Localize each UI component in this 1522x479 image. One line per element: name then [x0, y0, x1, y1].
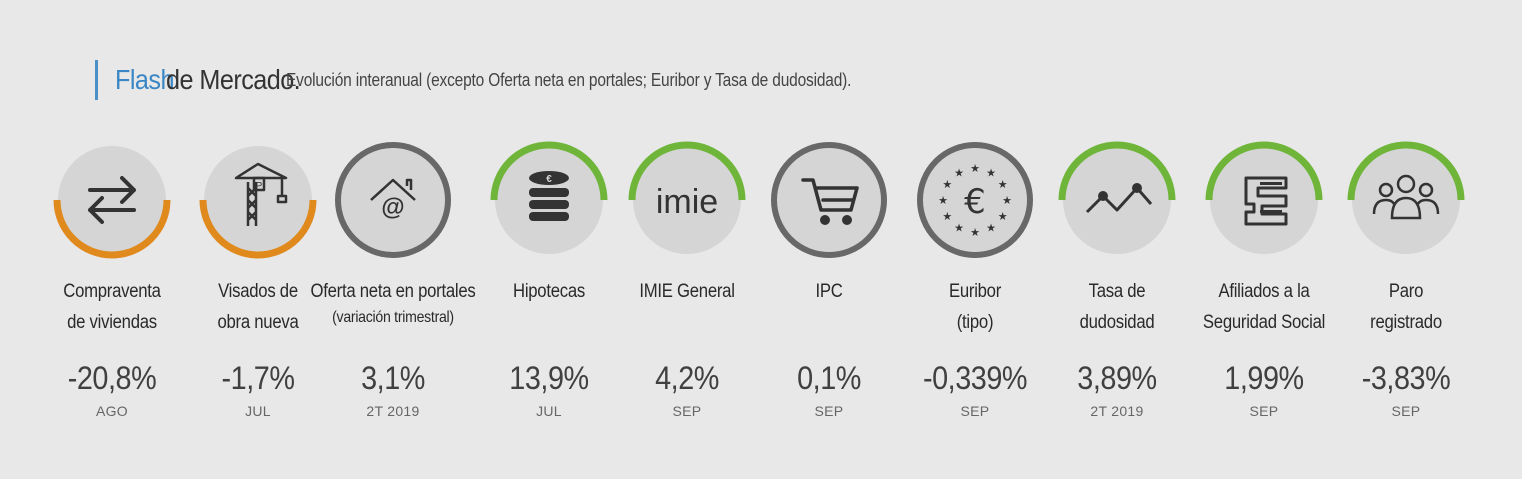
indicator-value: -0,339% [922, 360, 1028, 396]
svg-text:★: ★ [954, 166, 964, 179]
svg-text:imie: imie [656, 183, 718, 221]
indicator-label: Euribor (tipo) [870, 276, 1080, 338]
indicator-value: 3,89% [1077, 360, 1157, 396]
indicator-value: -20,8% [67, 360, 157, 396]
label-line: Euribor [948, 281, 1002, 302]
indicator-label: Compraventa de viviendas [7, 276, 217, 338]
indicator-value: 4,2% [655, 360, 719, 396]
indicator-period: SEP [1391, 403, 1421, 419]
label-line: Compraventa [63, 281, 161, 302]
indicator-value: 13,9% [509, 360, 589, 396]
indicator-label: Afiliados a la Seguridad Social [1159, 276, 1369, 338]
svg-text:★: ★ [986, 222, 996, 235]
indicator-label: Visados de obra nueva [153, 276, 363, 338]
svg-text:★: ★ [970, 162, 980, 175]
label-line: dudosidad [1079, 312, 1155, 333]
indicator-euribor: ★ ★ ★ ★ ★ ★ ★ ★ ★ ★ ★ ★ € Euribor (tipo) -0,339% SEP [895, 0, 1055, 479]
transfer-arrows-icon [50, 138, 174, 262]
coin-stack-icon: € [487, 138, 611, 262]
svg-text:€: € [546, 174, 552, 185]
label-line: de viviendas [67, 312, 157, 333]
label-line: Visados de [218, 281, 298, 302]
label-line: IPC [815, 281, 843, 302]
indicator-value: -3,83% [1361, 360, 1451, 396]
svg-text:★: ★ [942, 210, 952, 223]
title-accent-bar [95, 60, 98, 100]
svg-text:P: P [256, 181, 263, 192]
label-line: obra nueva [217, 312, 299, 333]
svg-text:★: ★ [998, 210, 1008, 223]
indicator-period: AGO [95, 403, 129, 419]
indicator-period: SEP [814, 403, 844, 419]
label-line: Hipotecas [513, 281, 585, 302]
svg-text:★: ★ [986, 166, 996, 179]
svg-text:★: ★ [938, 194, 948, 207]
label-subline: (variación trimestral) [332, 309, 454, 326]
svg-text:★: ★ [1002, 194, 1012, 207]
crane-icon: P [196, 138, 320, 262]
svg-text:★: ★ [970, 226, 980, 239]
indicator-value: -1,7% [221, 360, 295, 396]
indicator-value: 1,99% [1224, 360, 1304, 396]
label-line: IMIE General [639, 281, 735, 302]
indicator-visados: P Visados de obra nueva -1,7% JUL [178, 0, 338, 479]
indicator-period: JUL [536, 403, 562, 419]
label-line: Paro [1388, 281, 1424, 302]
svg-text:★: ★ [998, 178, 1008, 191]
label-line: (tipo) [956, 312, 994, 333]
indicator-period: SEP [672, 403, 702, 419]
indicator-value: 3,1% [361, 360, 425, 396]
title-flash: Flash [115, 64, 174, 95]
label-line: Oferta neta en portales [310, 281, 476, 302]
indicator-period: 2T 2019 [1090, 403, 1144, 419]
label-line: Tasa de [1088, 281, 1146, 302]
indicator-label: IPC [724, 276, 934, 307]
shopping-cart-icon [767, 138, 891, 262]
svg-text:€: € [964, 182, 986, 222]
zigzag-chart-icon [1055, 138, 1179, 262]
euro-stars-icon: ★ ★ ★ ★ ★ ★ ★ ★ ★ ★ ★ ★ € [913, 138, 1037, 262]
indicator-period: SEP [1249, 403, 1279, 419]
page-subtitle: Evolución interanual (excepto Oferta net… [285, 69, 851, 90]
indicator-label: Paro registrado [1301, 276, 1511, 338]
svg-text:★: ★ [954, 222, 964, 235]
imie-logo-icon: imie [625, 138, 749, 262]
indicator-oferta: @ Oferta neta en portales (variación trime… [311, 0, 476, 479]
label-line: Afiliados a la [1218, 281, 1310, 302]
svg-text:★: ★ [942, 178, 952, 191]
indicator-label: Tasa de dudosidad [1012, 276, 1222, 338]
svg-text:@: @ [381, 194, 404, 221]
indicator-label: Hipotecas [444, 276, 654, 307]
house-at-icon: @ [331, 138, 455, 262]
indicator-value: 0,1% [797, 360, 861, 396]
label-line: registrado [1370, 312, 1442, 333]
indicator-period: JUL [245, 403, 271, 419]
indicator-paro: Paro registrado -3,83% SEP [1326, 0, 1486, 479]
indicator-hipotecas: € Hipotecas 13,9% JUL [469, 0, 629, 479]
label-line: Seguridad Social [1202, 312, 1326, 333]
social-security-icon [1202, 138, 1326, 262]
title-rest: de Mercado. [166, 64, 301, 95]
indicator-imie: imie IMIE General 4,2% SEP [607, 0, 767, 479]
indicator-dudosidad: Tasa de dudosidad 3,89% 2T 2019 [1037, 0, 1197, 479]
indicator-afiliados: Afiliados a la Seguridad Social 1,99% SEP [1184, 0, 1344, 479]
page-header: Flash de Mercado. Evolución interanual (… [95, 58, 943, 102]
indicator-period: 2T 2019 [366, 403, 420, 419]
people-group-icon [1344, 138, 1468, 262]
indicator-label: IMIE General [582, 276, 792, 307]
indicator-label: Oferta neta en portales (variación trimes… [288, 276, 498, 329]
indicator-compraventa: Compraventa de viviendas -20,8% AGO [32, 0, 192, 479]
indicator-ipc: IPC 0,1% SEP [749, 0, 909, 479]
indicator-period: SEP [960, 403, 990, 419]
